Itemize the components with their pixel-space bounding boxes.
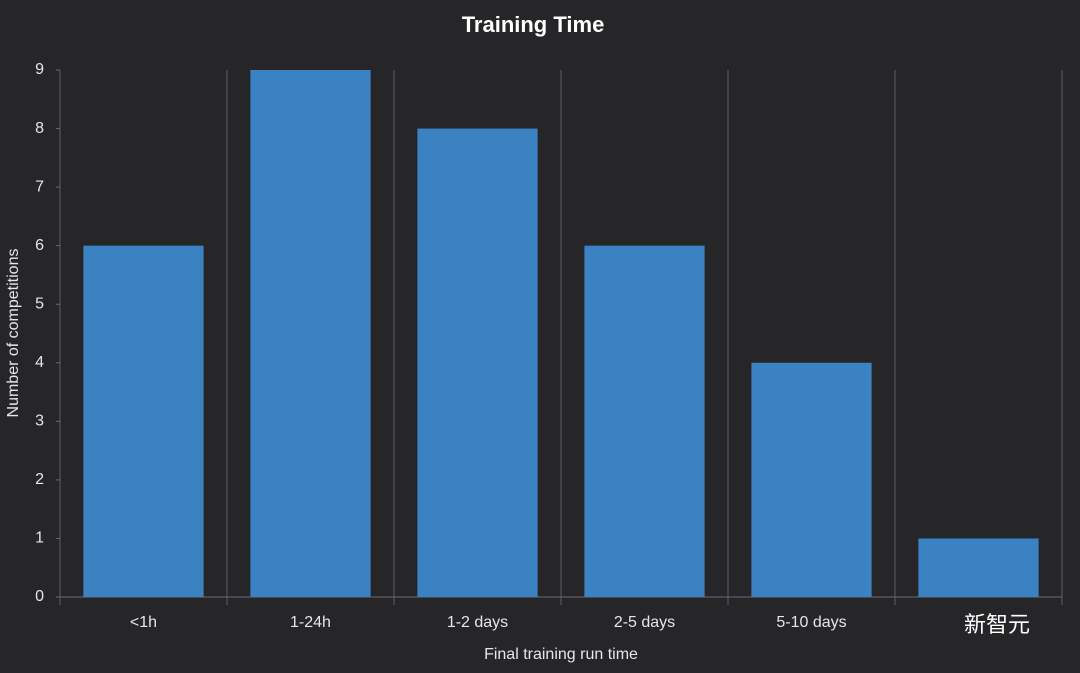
y-tick-label: 9 — [35, 61, 44, 78]
x-tick-label: 1-24h — [290, 614, 331, 631]
bar — [918, 538, 1039, 597]
bar — [417, 128, 538, 598]
y-tick-label: 7 — [35, 178, 44, 195]
x-tick-label: 2-5 days — [614, 614, 675, 631]
watermark: 新智元 — [964, 612, 1030, 637]
y-tick-label: 4 — [35, 354, 44, 371]
bar — [83, 245, 204, 597]
y-tick-label: 6 — [35, 237, 44, 254]
x-axis-title: Final training run time — [484, 646, 638, 663]
bar — [751, 362, 872, 597]
y-tick-label: 8 — [35, 120, 44, 137]
y-axis-title: Number of competitions — [5, 249, 22, 418]
y-tick-label: 0 — [35, 588, 44, 605]
x-tick-label: 1-2 days — [447, 614, 508, 631]
x-tick-label: <1h — [130, 614, 157, 631]
y-tick-label: 1 — [35, 530, 44, 547]
chart-title: Training Time — [462, 12, 605, 37]
bar — [250, 70, 371, 597]
y-tick-label: 3 — [35, 413, 44, 430]
y-tick-label: 5 — [35, 295, 44, 312]
y-tick-label: 2 — [35, 471, 44, 488]
bar — [584, 245, 705, 597]
x-tick-label: 5-10 days — [776, 614, 846, 631]
